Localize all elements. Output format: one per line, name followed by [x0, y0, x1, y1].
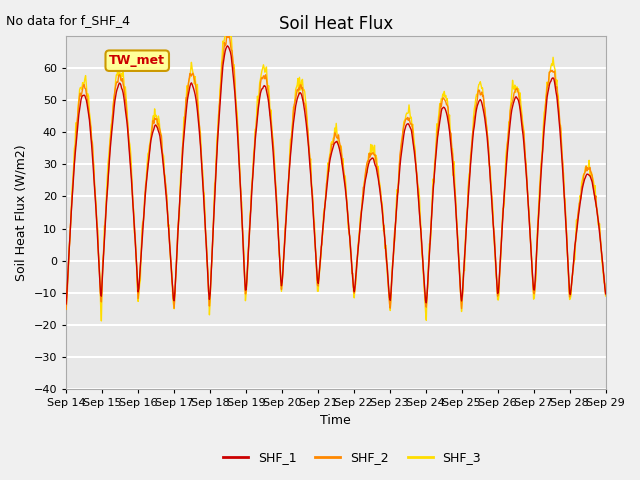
- Y-axis label: Soil Heat Flux (W/m2): Soil Heat Flux (W/m2): [15, 144, 28, 281]
- Title: Soil Heat Flux: Soil Heat Flux: [279, 15, 393, 33]
- Legend: SHF_1, SHF_2, SHF_3: SHF_1, SHF_2, SHF_3: [218, 446, 486, 469]
- X-axis label: Time: Time: [321, 414, 351, 427]
- Text: No data for f_SHF_4: No data for f_SHF_4: [6, 14, 131, 27]
- Text: TW_met: TW_met: [109, 54, 165, 67]
